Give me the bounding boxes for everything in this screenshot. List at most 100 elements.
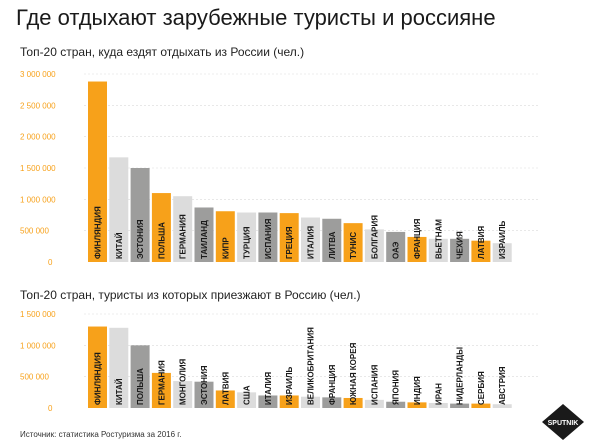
chart-2-bar: [130, 345, 150, 408]
chart-1-bar: [237, 212, 257, 262]
chart-1-bar: [450, 238, 470, 262]
chart-1-y-tick-label: 2 500 000: [20, 101, 56, 110]
chart-2-category-label: ФИНЛЯНДИЯ: [94, 352, 103, 405]
chart-2-bar: [471, 403, 491, 408]
chart-2-bar: [322, 397, 342, 408]
chart-1-bar: [386, 231, 406, 262]
chart-1-category-label: ИЗРАИЛЬ: [498, 220, 507, 259]
chart-2-y-tick-label-zero: 0: [48, 404, 53, 413]
chart-1-y-tick-label-zero: 0: [48, 258, 53, 267]
sputnik-logo-text: SPUTNIK: [548, 420, 579, 427]
chart-1-category-label: ТУНИС: [349, 232, 358, 259]
chart-1-bar: [130, 168, 150, 262]
chart-1-bar: [301, 217, 320, 262]
chart-2-bar: [151, 372, 171, 408]
chart-1-bar: [194, 207, 214, 262]
chart-2-category-label: СЕРБИЯ: [477, 371, 486, 405]
chart-1-category-label: КИПР: [221, 237, 230, 259]
chart-1-category-label: ЛАТВИЯ: [477, 226, 486, 259]
chart-1-category-label: ТУРЦИЯ: [243, 226, 252, 259]
chart-2-bar: [301, 396, 320, 408]
chart-2-bar: [492, 404, 512, 408]
chart-1-category-label: ОАЭ: [392, 241, 401, 259]
chart-2-bar: [343, 397, 363, 408]
chart-2-category-label: КИТАЙ: [115, 378, 124, 405]
chart-1-category-label: ЧЕХИЯ: [456, 231, 465, 259]
chart-1-bar: [364, 229, 384, 262]
chart-1-category-label: КИТАЙ: [115, 232, 124, 259]
chart-2-category-label: ЮЖНАЯ КОРЕЯ: [349, 342, 358, 405]
chart-2-category-label: ИЗРАИЛЬ: [285, 366, 294, 405]
chart-2-category-label: США: [243, 385, 252, 405]
chart-1-title: Топ-20 стран, куда ездят отдыхать из Рос…: [20, 45, 305, 59]
chart-2-category-label: МОНГОЛИЯ: [179, 359, 188, 405]
chart-1-y-tick-label: 1 500 000: [20, 164, 56, 173]
chart-1-category-label: ТАИЛАНД: [200, 220, 209, 259]
chart-1: 500 000 1 000 000 1 500 000 2 000 000 2 500 …: [20, 70, 540, 267]
chart-1-y-tick-label: 3 000 000: [20, 70, 56, 79]
chart-2-bar: [364, 399, 384, 408]
source-note: Источник: статистика Ростуризма за 2016 …: [20, 430, 182, 439]
chart-2-bar: [428, 402, 448, 408]
chart-1-bar: [471, 240, 491, 262]
chart-2-bar: [173, 381, 193, 408]
chart-2-category-label: ЯПОНИЯ: [392, 370, 401, 405]
chart-1-category-label: ВЬЕТНАМ: [434, 219, 443, 259]
chart-1-bar: [322, 218, 342, 262]
chart-1-bar: [88, 81, 107, 263]
chart-2-bar: [237, 392, 257, 408]
chart-1-y-tick-label: 2 000 000: [20, 133, 56, 142]
chart-2-bar: [88, 326, 107, 408]
chart-2-bar: [407, 402, 427, 408]
chart-2-category-label: ИТАЛИЯ: [264, 372, 273, 405]
chart-1-y-tick-label: 500 000: [20, 227, 49, 236]
chart-2-y-tick-label: 500 000: [20, 373, 49, 382]
chart-2-category-label: ВЕЛИКОБРИТАНИЯ: [307, 327, 316, 405]
chart-1-bar: [173, 196, 193, 262]
chart-2-category-label: ИРАН: [434, 383, 443, 405]
chart-1-bar: [215, 211, 235, 262]
chart-2-category-label: АВСТРИЯ: [498, 366, 507, 405]
chart-1-category-label: ИСПАНИЯ: [264, 218, 273, 259]
chart-2-category-label: ЭСТОНИЯ: [200, 365, 209, 405]
chart-1-bar: [279, 213, 299, 262]
chart-2-bar: [386, 401, 406, 408]
chart-2-bar: [450, 403, 470, 408]
chart-2-bar: [215, 390, 235, 408]
chart-1-category-label: ГЕРМАНИЯ: [179, 214, 188, 259]
chart-1-bar: [343, 223, 363, 262]
chart-1-category-label: ФИНЛЯНДИЯ: [94, 206, 103, 259]
chart-2-y-tick-label: 1 000 000: [20, 341, 56, 350]
chart-1-y-tick-label: 1 000 000: [20, 195, 56, 204]
chart-2-title: Топ-20 стран, туристы из которых приезжа…: [20, 288, 361, 302]
chart-1-category-label: ГРЕЦИЯ: [285, 226, 294, 259]
chart-2-y-tick-label: 1 500 000: [20, 310, 56, 319]
chart-2-category-label: ПОЛЬША: [136, 368, 145, 405]
chart-1-bar: [258, 212, 278, 262]
chart-2-bar: [279, 395, 299, 408]
chart-1-category-label: ФРАНЦИЯ: [413, 218, 422, 259]
chart-2-category-label: ГЕРМАНИЯ: [157, 360, 166, 405]
chart-2-category-label: ИНДИЯ: [413, 376, 422, 405]
chart-2-category-label: ИСПАНИЯ: [370, 364, 379, 405]
chart-2-category-label: НИДЕРЛАНДЫ: [456, 347, 465, 405]
chart-2-bar: [194, 381, 214, 408]
chart-1-bar: [151, 193, 171, 262]
chart-2-category-label: ФРАНЦИЯ: [328, 364, 337, 405]
chart-1-category-label: ПОЛЬША: [157, 222, 166, 259]
sputnik-logo: SPUTNIK: [542, 404, 584, 440]
chart-2-bar: [258, 395, 278, 408]
chart-2-category-label: ЛАТВИЯ: [221, 372, 230, 405]
chart-1-category-label: ЛИТВА: [328, 231, 337, 259]
page-title: Где отдыхают зарубежные туристы и россия…: [16, 5, 496, 30]
chart-1-bar: [428, 238, 448, 262]
chart-2-bar: [109, 327, 129, 408]
chart-2: 500 000 1 000 000 1 500 000 0 ФИНЛЯНДИЯ КИТАЙ…: [20, 310, 540, 413]
chart-1-category-label: ЭСТОНИЯ: [136, 219, 145, 259]
chart-1-bar: [109, 157, 129, 262]
chart-1-bar: [407, 236, 427, 262]
chart-1-category-label: БОЛГАРИЯ: [370, 215, 379, 259]
chart-1-category-label: ИТАЛИЯ: [307, 226, 316, 259]
chart-1-bar: [492, 243, 512, 262]
